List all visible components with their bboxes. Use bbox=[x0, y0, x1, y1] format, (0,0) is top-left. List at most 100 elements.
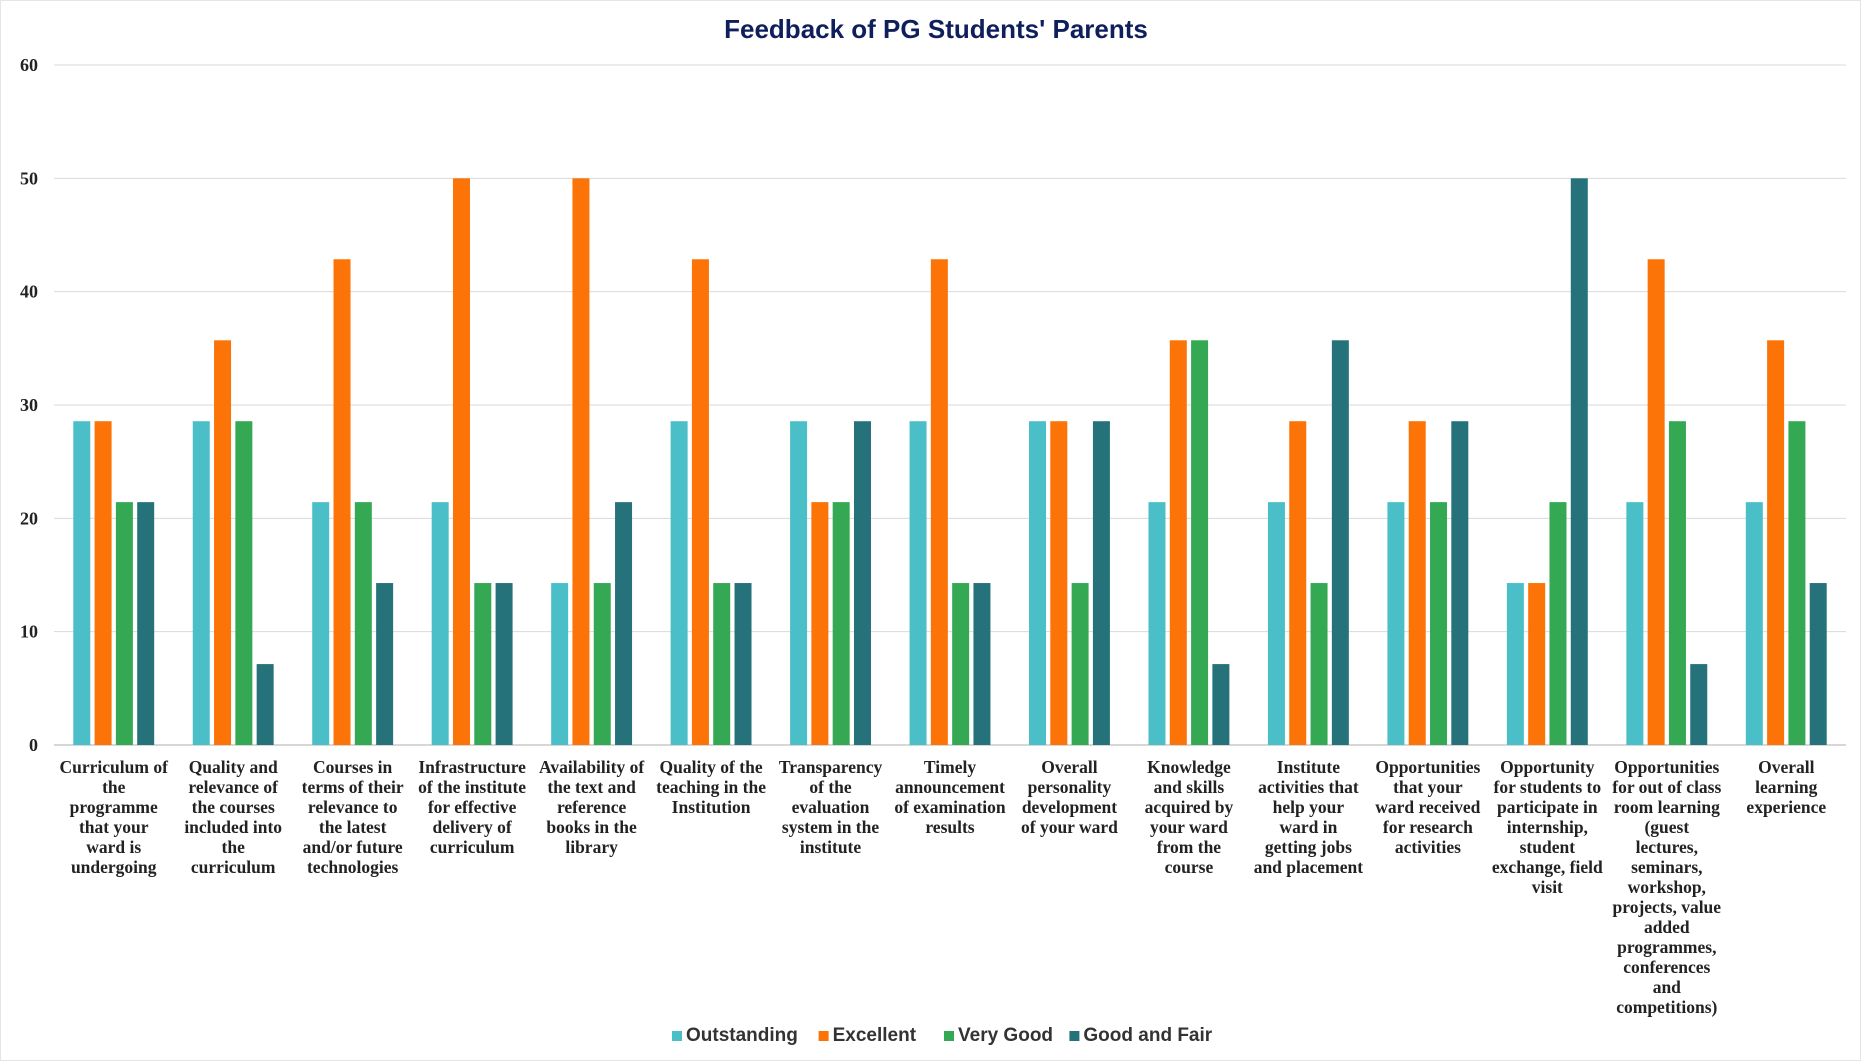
bar-good-and-fair bbox=[1690, 664, 1708, 745]
x-tick-label-line: competitions) bbox=[1616, 997, 1717, 1017]
legend-label: Excellent bbox=[833, 1025, 917, 1046]
x-tick-label-line: of the bbox=[809, 777, 852, 797]
chart-title: Feedback of PG Students' Parents bbox=[724, 14, 1148, 44]
y-tick-label: 0 bbox=[29, 735, 38, 755]
x-tick-label-line: projects, value bbox=[1613, 897, 1722, 917]
x-tick-label-line: ward in bbox=[1279, 817, 1337, 837]
bar-excellent bbox=[1050, 421, 1068, 745]
bar-outstanding bbox=[1506, 583, 1524, 745]
legend: Outstanding Excellent Very Good Good and Fa… bbox=[672, 1025, 1213, 1046]
x-tick-label-line: participate in bbox=[1497, 797, 1598, 817]
legend-item: Very Good bbox=[944, 1025, 1053, 1046]
x-tick-label-line: activities bbox=[1395, 837, 1461, 857]
x-tick-label: Knowledge and skills acquired by your ward f… bbox=[1145, 757, 1234, 877]
x-tick-label-line: your ward bbox=[1150, 817, 1228, 837]
bar-very-good bbox=[832, 502, 850, 745]
x-tick-label-line: for effective bbox=[428, 797, 517, 817]
bar-good-and-fair bbox=[1570, 178, 1588, 746]
bar-very-good bbox=[1430, 502, 1448, 745]
x-tick-label-line: programmes, bbox=[1617, 937, 1716, 957]
bar-excellent bbox=[1169, 340, 1187, 745]
x-tick-label: Courses in terms of their relevance to the … bbox=[302, 757, 404, 877]
y-tick-label: 40 bbox=[20, 282, 38, 302]
x-tick-label-line: conferences bbox=[1623, 957, 1710, 977]
x-tick-label-line: acquired by bbox=[1145, 797, 1234, 817]
x-tick-label: Institute activities that help your ward in… bbox=[1254, 757, 1364, 877]
x-tick-label-line: visit bbox=[1532, 877, 1563, 897]
x-tick-label-line: exchange, field bbox=[1492, 857, 1603, 877]
x-tick-label-line: added bbox=[1644, 917, 1690, 937]
bar-outstanding bbox=[1148, 502, 1166, 745]
x-tick-label-line: for out of class bbox=[1612, 777, 1721, 797]
bar-outstanding bbox=[1745, 502, 1763, 745]
bar-good-and-fair bbox=[495, 583, 513, 745]
bar-excellent bbox=[452, 178, 470, 746]
y-tick-label: 60 bbox=[20, 55, 38, 75]
x-tick-label-line: library bbox=[565, 837, 618, 857]
x-tick-label-line: the latest bbox=[319, 817, 387, 837]
bar-outstanding bbox=[1029, 421, 1047, 745]
x-tick-label: Availability of the text and reference book… bbox=[539, 757, 644, 857]
legend-label: Outstanding bbox=[686, 1025, 798, 1046]
x-tick-label-line: technologies bbox=[307, 857, 399, 877]
bar-outstanding bbox=[1626, 502, 1644, 745]
x-tick-label-line: Timely bbox=[924, 757, 976, 777]
legend-item: Excellent bbox=[818, 1025, 917, 1046]
x-tick-label-line: announcement bbox=[895, 777, 1005, 797]
bar-excellent bbox=[691, 259, 709, 745]
bar-good-and-fair bbox=[256, 664, 274, 745]
x-tick-label-line: getting jobs bbox=[1265, 837, 1352, 857]
bar-outstanding bbox=[431, 502, 449, 745]
x-tick-label-line: Quality and bbox=[189, 757, 278, 777]
x-tick-label: Curriculum of the programme that your ward i… bbox=[60, 757, 169, 877]
bar-excellent bbox=[1528, 583, 1546, 745]
x-tick-label-line: curriculum bbox=[430, 837, 515, 857]
x-tick-label-line: evaluation bbox=[792, 797, 870, 817]
x-tick-label-line: relevance of bbox=[188, 777, 278, 797]
x-tick-label-line: that your bbox=[1393, 777, 1463, 797]
x-tick-label-line: the text and bbox=[547, 777, 636, 797]
x-tick-label: Opportunities for out of class room learni… bbox=[1612, 757, 1721, 1017]
bar-outstanding bbox=[192, 421, 210, 745]
bar-good-and-fair bbox=[376, 583, 394, 745]
bar-very-good bbox=[1549, 502, 1567, 745]
x-tick-label-line: activities that bbox=[1258, 777, 1359, 797]
bars bbox=[73, 178, 1827, 746]
x-tick-label-line: for students to bbox=[1494, 777, 1602, 797]
x-tick-label-line: that your bbox=[79, 817, 149, 837]
x-tick-label-line: development bbox=[1022, 797, 1117, 817]
x-tick-label-line: learning bbox=[1755, 777, 1817, 797]
x-tick-label: Overall learning experience bbox=[1746, 757, 1826, 817]
x-tick-label: Opportunity for students to participate in… bbox=[1492, 757, 1603, 897]
x-tick-label-line: curriculum bbox=[191, 857, 276, 877]
x-tick-label-line: the bbox=[102, 777, 126, 797]
bar-outstanding bbox=[909, 421, 927, 745]
x-tick-label-line: Knowledge bbox=[1147, 757, 1231, 777]
bar-good-and-fair bbox=[1809, 583, 1827, 745]
bar-excellent bbox=[1647, 259, 1665, 745]
x-tick-label-line: internship, bbox=[1507, 817, 1588, 837]
legend-swatch bbox=[672, 1031, 682, 1041]
bar-outstanding bbox=[1387, 502, 1405, 745]
legend-label: Very Good bbox=[958, 1025, 1053, 1046]
bar-very-good bbox=[1310, 583, 1328, 745]
x-tick-label-line: books in the bbox=[546, 817, 637, 837]
x-tick-label-line: of your ward bbox=[1021, 817, 1118, 837]
bar-excellent bbox=[811, 502, 829, 745]
x-tick-label: Overall personality development of your war… bbox=[1021, 757, 1118, 837]
y-tick-label: 10 bbox=[20, 622, 38, 642]
bar-excellent bbox=[1289, 421, 1307, 745]
x-tick-label-line: and placement bbox=[1254, 857, 1364, 877]
x-tick-label-line: and bbox=[1653, 977, 1681, 997]
legend-item: Good and Fair bbox=[1069, 1025, 1213, 1046]
x-tick-label-line: student bbox=[1520, 837, 1576, 857]
legend-swatch bbox=[1069, 1031, 1080, 1041]
bar-very-good bbox=[235, 421, 253, 745]
x-tick-label: Quality and relevance of the courses includ… bbox=[184, 757, 282, 877]
x-tick-label-line: teaching in the bbox=[656, 777, 766, 797]
x-tick-label-line: Transparency bbox=[779, 757, 883, 777]
bar-very-good bbox=[115, 502, 133, 745]
x-tick-label-line: Opportunities bbox=[1614, 757, 1719, 777]
x-tick-label-line: ward received bbox=[1375, 797, 1480, 817]
